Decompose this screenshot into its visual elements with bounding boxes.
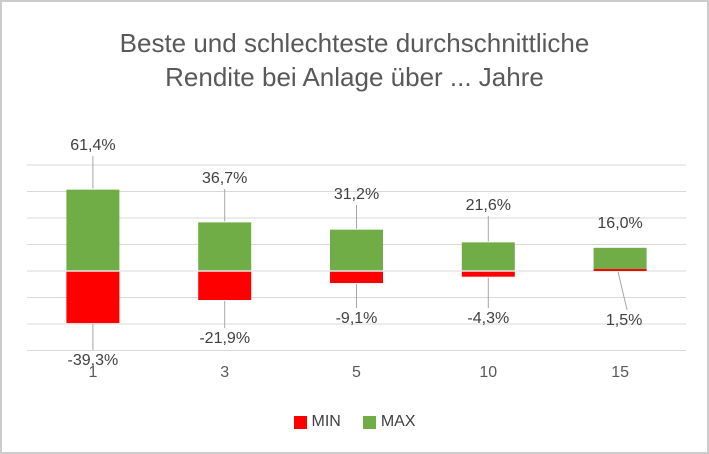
bar-max-segment (198, 222, 252, 271)
chart-title: Beste und schlechteste durchschnittliche… (2, 26, 707, 94)
max-data-label: 36,7% (202, 170, 247, 187)
max-data-label: 16,0% (597, 215, 642, 232)
legend: MIN MAX (2, 413, 707, 431)
min-data-label: -21,9% (199, 330, 250, 347)
category-label: 10 (479, 364, 497, 381)
bar-max-segment (593, 247, 647, 270)
max-data-label: 21,6% (466, 197, 511, 214)
category-label: 5 (352, 364, 361, 381)
min-data-label: -9,1% (336, 310, 378, 327)
legend-min-label: MIN (311, 413, 341, 430)
min-swatch-icon (293, 415, 307, 429)
min-data-label: -39,3% (68, 352, 119, 369)
bar-min-segment (593, 269, 647, 271)
bar-max-segment (461, 242, 515, 271)
leader-line (617, 271, 628, 311)
bar-min-segment (66, 271, 120, 324)
max-data-label: 61,4% (70, 137, 115, 154)
bar-max-segment (66, 189, 120, 271)
category-label: 3 (220, 364, 229, 381)
min-data-label: 1,5% (606, 312, 642, 329)
legend-item-min: MIN (293, 413, 341, 431)
legend-max-label: MAX (380, 413, 416, 430)
bar-max-segment (330, 229, 383, 271)
min-data-label: -4,3% (467, 310, 509, 327)
bar-min-segment (330, 271, 383, 284)
chart-title-line1: Beste und schlechteste durchschnittliche (119, 28, 590, 58)
max-swatch-icon (362, 415, 376, 429)
max-data-label: 31,2% (334, 186, 379, 203)
category-label: 1 (88, 364, 97, 381)
legend-item-max: MAX (362, 413, 416, 431)
bar-min-segment (461, 271, 515, 277)
category-label: 15 (611, 364, 629, 381)
chart-title-line2: Rendite bei Anlage über ... Jahre (165, 62, 544, 92)
bar-min-segment (198, 271, 252, 301)
